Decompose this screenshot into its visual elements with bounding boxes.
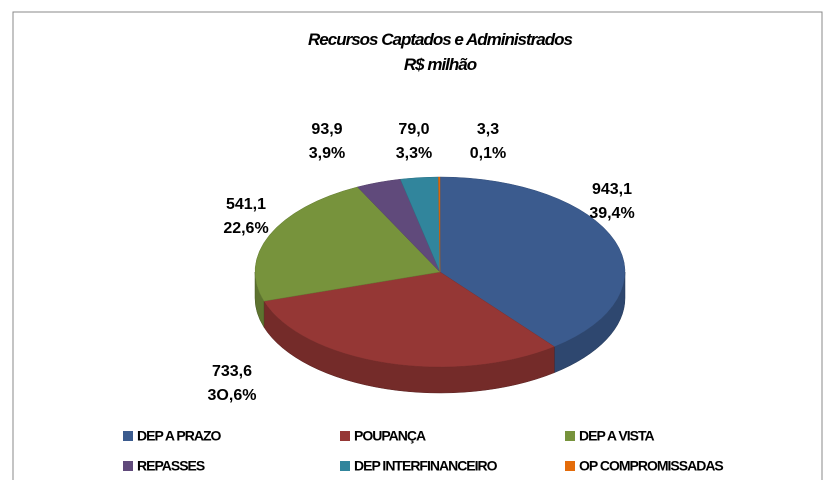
value-label: 3,3	[477, 121, 499, 138]
legend-swatch	[123, 431, 133, 441]
legend-label: DEP A VISTA	[579, 428, 654, 444]
value-label: 93,9	[311, 121, 342, 138]
percent-label: 22,6%	[223, 220, 268, 237]
value-label: 79,0	[398, 121, 429, 138]
pie-slice	[438, 176, 441, 273]
percent-label: 3,3%	[396, 145, 432, 162]
legend-label: DEP INTERFINANCEIRO	[354, 458, 498, 474]
legend-swatch	[565, 461, 575, 471]
chart-subtitle: R$ milhão	[404, 55, 477, 74]
legend-label: DEP A PRAZO	[137, 428, 221, 444]
legend-swatch	[123, 461, 133, 471]
percent-label: 39,4%	[589, 205, 634, 222]
legend-label: REPASSES	[137, 458, 205, 474]
pie-tops	[254, 176, 626, 368]
percent-label: 3,9%	[309, 145, 345, 162]
pie-slice	[254, 186, 441, 302]
legend-swatch	[565, 431, 575, 441]
pie-slice	[263, 271, 555, 368]
legend-swatch	[340, 431, 350, 441]
value-label: 943,1	[592, 181, 632, 198]
percent-label: 0,1%	[470, 145, 506, 162]
value-label: 733,6	[212, 363, 252, 380]
value-label: 541,1	[226, 196, 266, 213]
pie-slice	[439, 176, 626, 347]
legend-label: OP COMPROMISSADAS	[579, 458, 723, 474]
chart-title: Recursos Captados e Administrados	[308, 30, 572, 49]
legend-label: POUPANÇA	[354, 428, 426, 444]
legend-swatch	[340, 461, 350, 471]
percent-label: 3O,6%	[208, 387, 257, 404]
